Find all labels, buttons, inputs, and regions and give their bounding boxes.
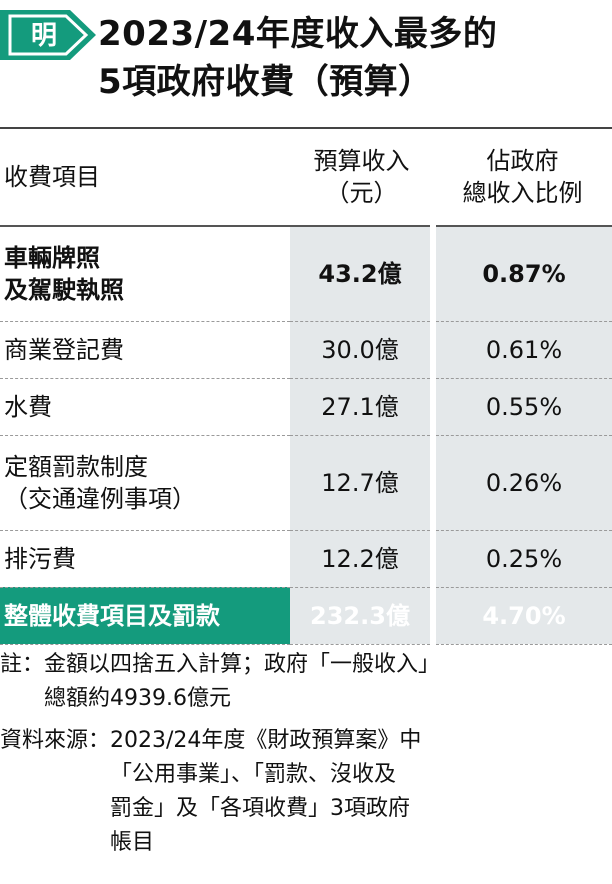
source-line-1: 2023/24年度《財政預算案》中 bbox=[110, 728, 422, 753]
row-revenue-cell: 12.7億 bbox=[290, 435, 436, 531]
logo-text: 明 bbox=[31, 21, 57, 51]
row-item-cell: 排污費 bbox=[0, 530, 290, 588]
column-header-revenue: 預算收入 （元） bbox=[290, 129, 433, 227]
note-line-1: 金額以四捨五入計算；政府「一般收入」 bbox=[44, 652, 441, 677]
revenue-table: 收費項目 預算收入 （元） 佔政府 總收入比例 車輛牌照 及駕駛執照 43.2億… bbox=[0, 129, 612, 645]
page-title-line-1: 2023/24年度收入最多的 bbox=[98, 14, 498, 54]
column-header-revenue-line1: 預算收入 bbox=[313, 147, 410, 175]
total-item-cell: 整體收費項目及罰款 bbox=[0, 587, 290, 645]
table-row: 排污費 12.2億 0.25% bbox=[0, 530, 612, 588]
note: 註： 金額以四捨五入計算；政府「一般收入」 總額約4939.6億元 bbox=[0, 648, 612, 716]
source-label: 資料來源： bbox=[0, 728, 111, 753]
header: 明 2023/24年度收入最多的 5項政府收費（預算） bbox=[0, 0, 612, 118]
row-item-cell: 車輛牌照 及駕駛執照 bbox=[0, 226, 290, 322]
table-row: 定額罰款制度 （交通違例事項） 12.7億 0.26% bbox=[0, 435, 612, 531]
row-item-cell: 水費 bbox=[0, 378, 290, 436]
row-share-cell: 0.61% bbox=[430, 321, 612, 379]
note-text: 金額以四捨五入計算；政府「一般收入」 總額約4939.6億元 bbox=[44, 648, 612, 716]
total-share-cell: 4.70% bbox=[430, 587, 612, 645]
source-text: 2023/24年度《財政預算案》中 「公用事業」、「罰款、沒收及 罰金」及「各項… bbox=[110, 724, 612, 860]
source-line-2: 「公用事業」、「罰款、沒收及 bbox=[110, 762, 397, 787]
column-header-revenue-line2: （元） bbox=[325, 179, 398, 207]
row-revenue-cell: 30.0億 bbox=[290, 321, 436, 379]
row-item-line2: （交通違例事項） bbox=[4, 484, 196, 513]
source-line-3: 罰金」及「各項收費」3項政府 bbox=[110, 796, 411, 821]
column-header-share-line2: 總收入比例 bbox=[462, 179, 583, 207]
note-line-2: 總額約4939.6億元 bbox=[44, 686, 231, 711]
row-revenue-cell: 27.1億 bbox=[290, 378, 436, 436]
total-revenue-cell: 232.3億 bbox=[290, 587, 436, 645]
ming-pao-logo-icon: 明 bbox=[0, 10, 96, 60]
column-header-item: 收費項目 bbox=[0, 129, 290, 227]
row-share-cell: 0.25% bbox=[430, 530, 612, 588]
table-row: 水費 27.1億 0.55% bbox=[0, 378, 612, 436]
row-share-cell: 0.26% bbox=[430, 435, 612, 531]
table-row: 車輛牌照 及駕駛執照 43.2億 0.87% bbox=[0, 226, 612, 322]
top-divider bbox=[0, 127, 612, 129]
table-row: 商業登記費 30.0億 0.61% bbox=[0, 321, 612, 379]
row-item-cell: 定額罰款制度 （交通違例事項） bbox=[0, 435, 290, 531]
footnotes: 註： 金額以四捨五入計算；政府「一般收入」 總額約4939.6億元 資料來源： … bbox=[0, 648, 612, 860]
source-note: 資料來源： 2023/24年度《財政預算案》中 「公用事業」、「罰款、沒收及 罰… bbox=[0, 724, 612, 860]
note-label: 註： bbox=[0, 652, 45, 677]
source-line-4: 帳目 bbox=[110, 830, 155, 855]
row-share-cell: 0.87% bbox=[430, 226, 612, 322]
table-header-row: 收費項目 預算收入 （元） 佔政府 總收入比例 bbox=[0, 129, 612, 227]
row-item-line1: 定額罰款制度 bbox=[4, 452, 148, 481]
column-header-share-line1: 佔政府 bbox=[486, 147, 559, 175]
row-share-cell: 0.55% bbox=[430, 378, 612, 436]
table-total-row: 整體收費項目及罰款 232.3億 4.70% bbox=[0, 587, 612, 645]
column-header-share: 佔政府 總收入比例 bbox=[433, 129, 612, 227]
row-item-line2: 及駕駛執照 bbox=[4, 275, 124, 304]
row-revenue-cell: 43.2億 bbox=[290, 226, 436, 322]
row-item-line1: 車輛牌照 bbox=[4, 243, 100, 272]
page-title-line-2: 5項政府收費（預算） bbox=[98, 62, 433, 102]
row-revenue-cell: 12.2億 bbox=[290, 530, 436, 588]
row-item-cell: 商業登記費 bbox=[0, 321, 290, 379]
